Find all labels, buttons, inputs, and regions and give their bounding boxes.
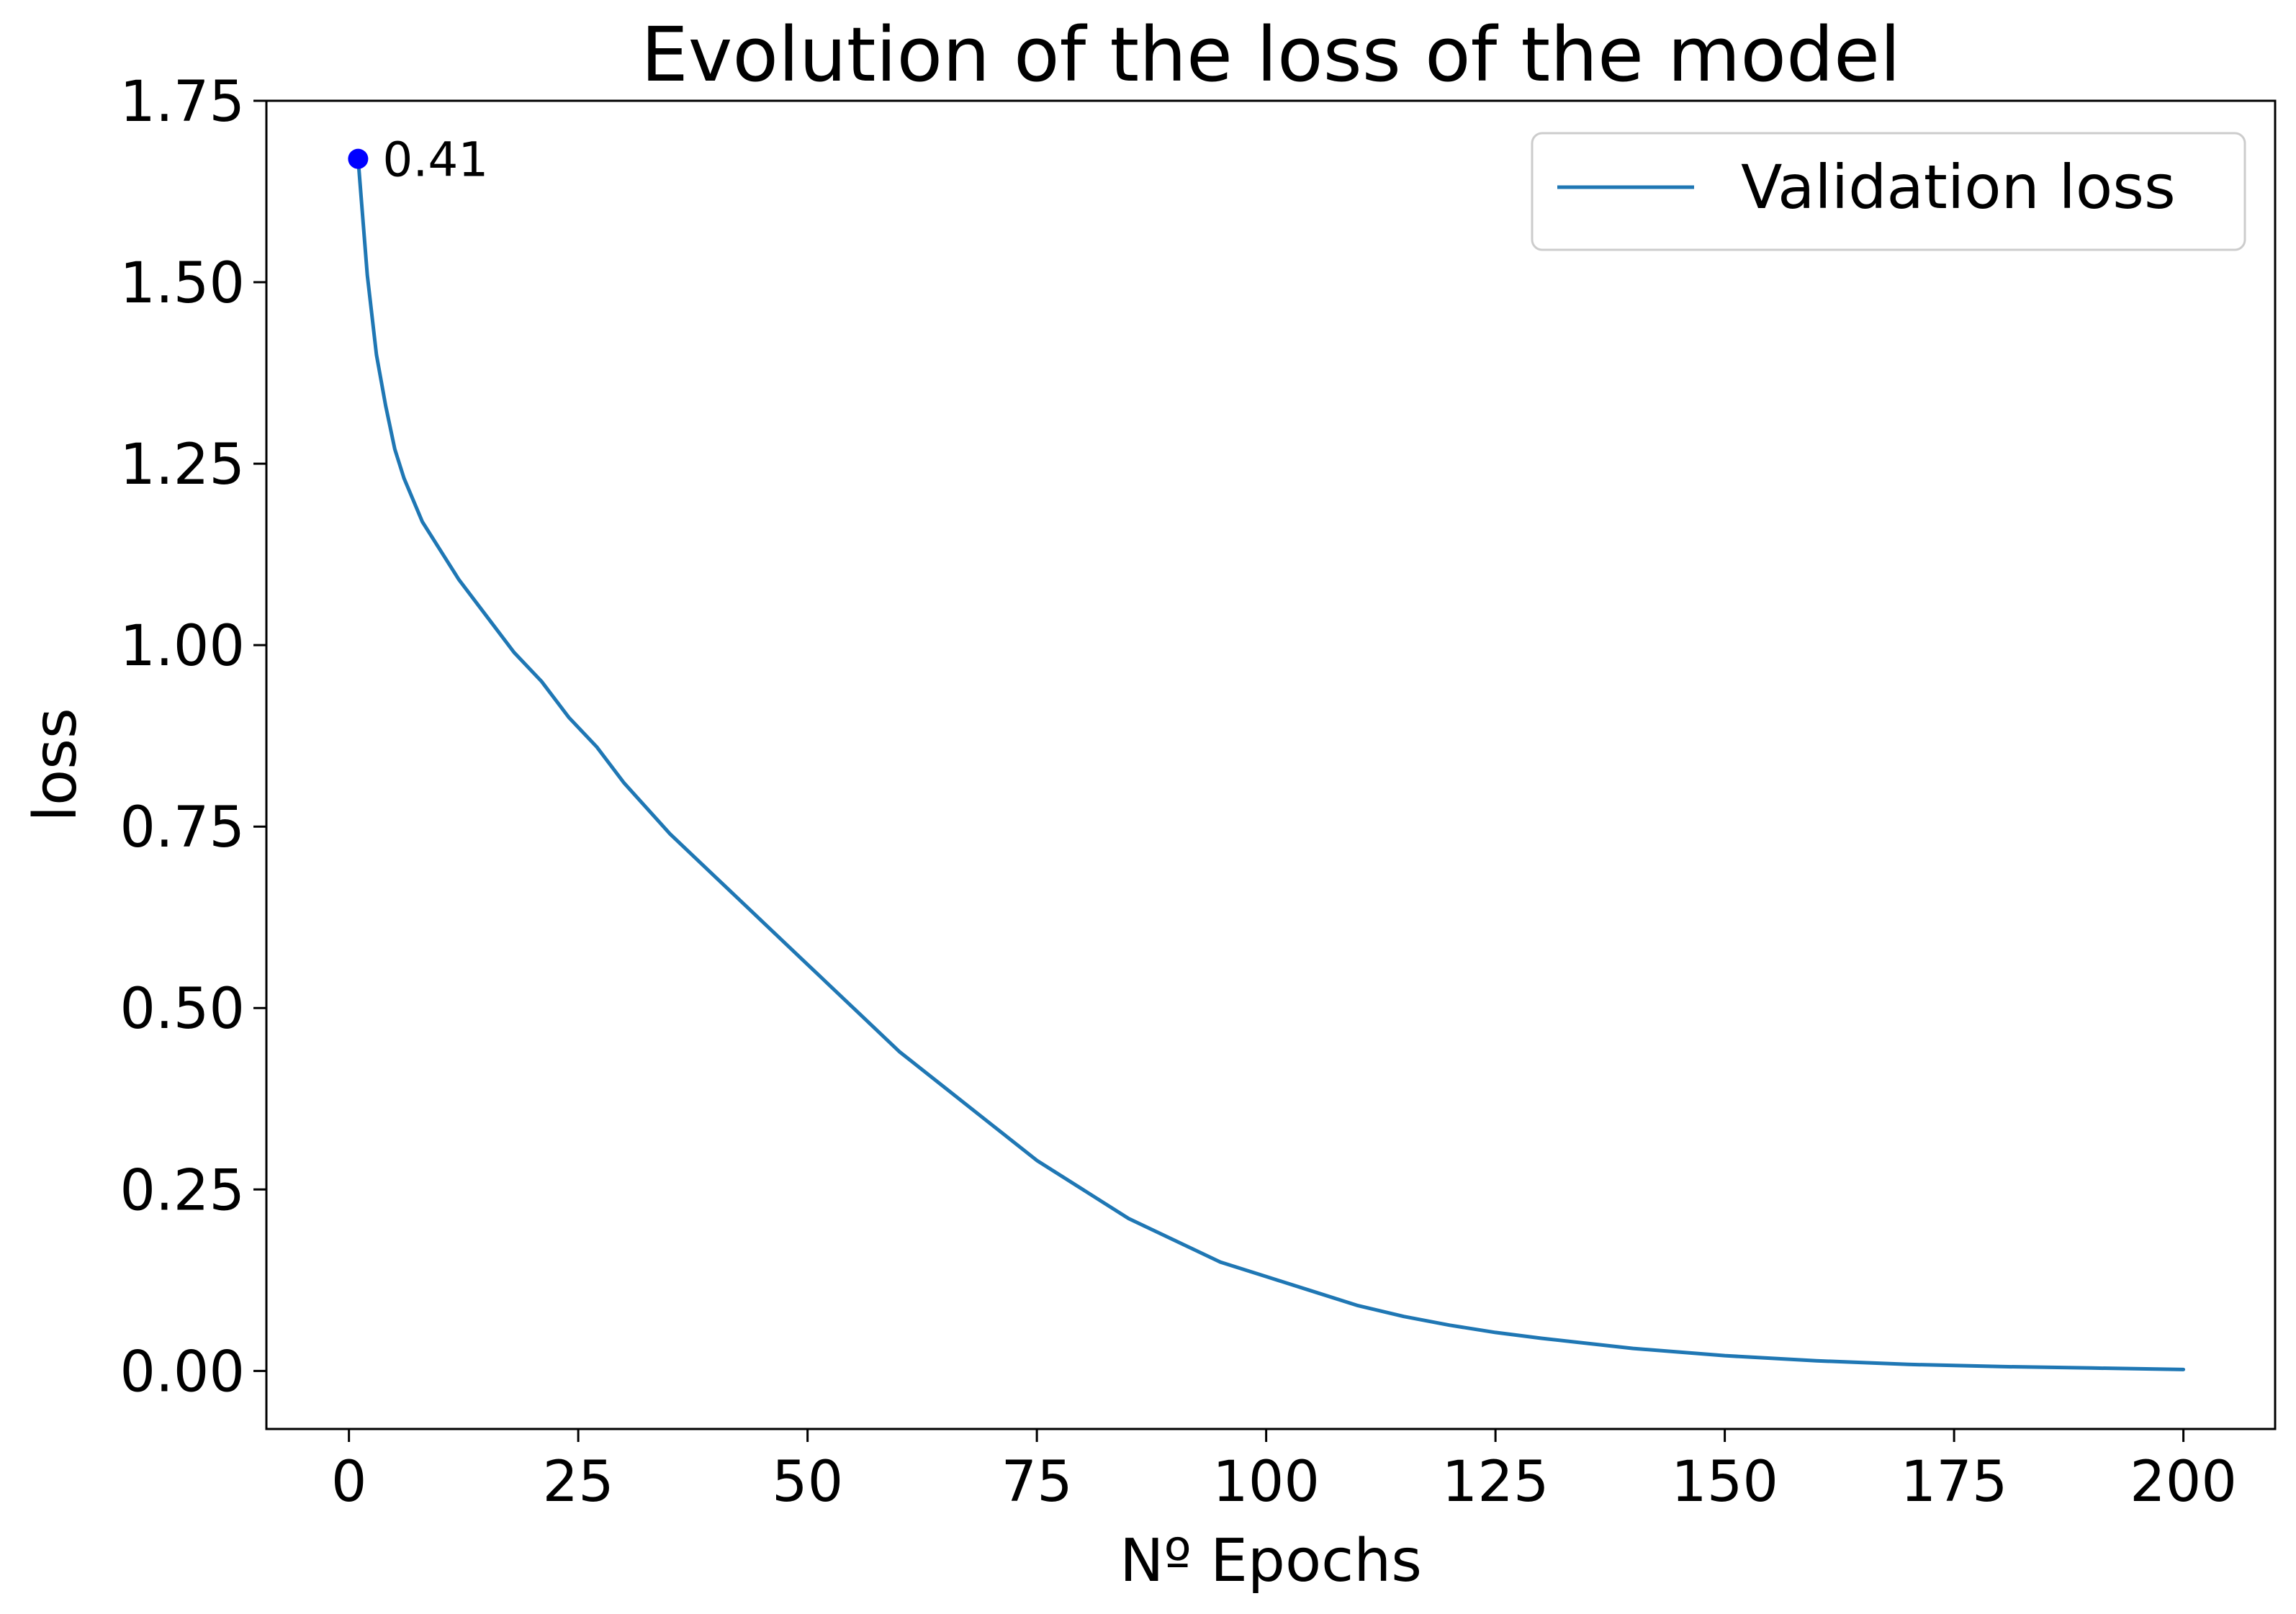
x-tick-label: 50 xyxy=(772,1450,843,1515)
legend: Validation loss xyxy=(1531,132,2246,251)
x-axis-label: Nº Epochs xyxy=(1120,1527,1422,1595)
x-tick-label: 25 xyxy=(543,1450,614,1515)
y-tick-label: 1.75 xyxy=(120,70,245,135)
x-tick-label: 0 xyxy=(331,1450,367,1515)
annotation-label: 0.41 xyxy=(382,132,488,188)
y-tick-label: 0.50 xyxy=(120,977,245,1042)
x-tick-label: 200 xyxy=(2130,1450,2237,1515)
x-tick-label: 75 xyxy=(1001,1450,1073,1515)
y-axis-ticks: 0.00 0.25 0.50 0.75 1.00 1.25 1.50 1.75 xyxy=(120,70,266,1405)
y-tick-label: 1.00 xyxy=(120,614,245,679)
y-tick-label: 0.75 xyxy=(120,795,245,860)
validation-loss-line xyxy=(356,157,2186,1371)
y-tick-label: 0.25 xyxy=(120,1158,245,1223)
y-tick-label: 1.25 xyxy=(120,433,245,497)
x-tick-label: 150 xyxy=(1671,1450,1778,1515)
legend-box xyxy=(1531,132,2246,251)
annotation-marker xyxy=(348,148,369,169)
chart-title: Evolution of the loss of the model xyxy=(641,11,1901,99)
x-tick-label: 125 xyxy=(1442,1450,1549,1515)
legend-label: Validation loss xyxy=(1741,152,2176,222)
x-axis-ticks: 0 25 50 75 100 125 150 175 200 xyxy=(331,1429,2237,1515)
y-axis-label: loss xyxy=(22,708,90,821)
x-tick-label: 175 xyxy=(1901,1450,2008,1515)
y-tick-label: 0.00 xyxy=(120,1340,245,1405)
x-tick-label: 100 xyxy=(1212,1450,1320,1515)
y-tick-label: 1.50 xyxy=(120,251,245,316)
plot-frame xyxy=(265,99,2277,1430)
